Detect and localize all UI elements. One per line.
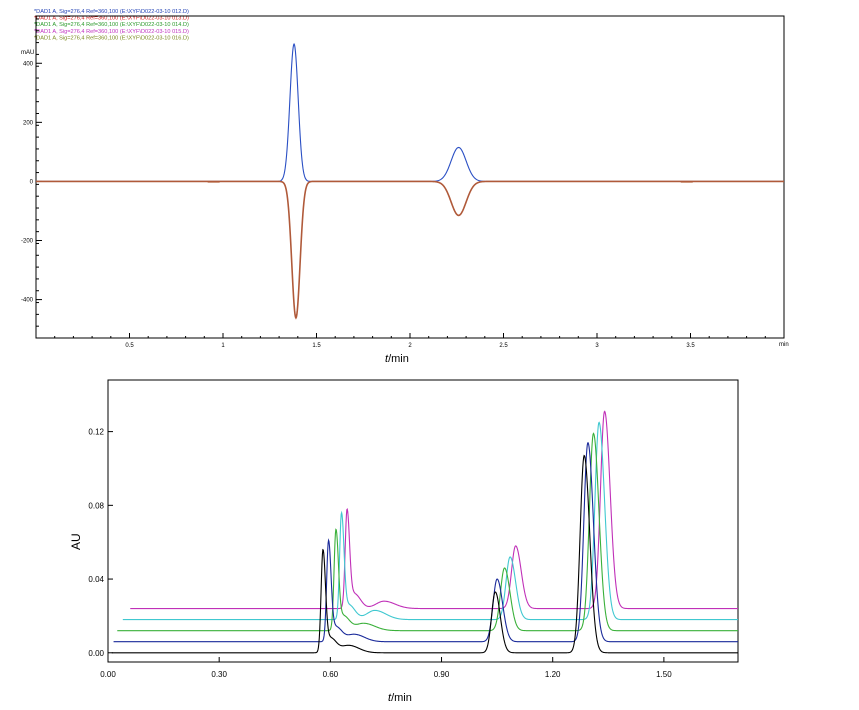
top-legend: *DAD1 A, Sig=276,4 Ref=360,100 (E:\XYF\D…: [34, 9, 189, 41]
top-x-axis-label: t/min: [385, 353, 409, 365]
bottom-y-tick-label: 0.12: [88, 428, 104, 437]
top-chromatogram: *DAD1 A, Sig=276,4 Ref=360,100 (E:\XYF\D…: [21, 9, 789, 365]
bottom-y-tick-label: 0.00: [88, 649, 104, 658]
top-y-tick-label: -400: [21, 298, 34, 304]
bottom-x-tick-label: 0.30: [211, 670, 227, 679]
bottom-series-line: [111, 454, 738, 654]
bottom-x-tick-label: 1.20: [545, 670, 561, 679]
top-legend-entry: *DAD1 A, Sig=276,4 Ref=360,100 (E:\XYF\D…: [34, 16, 189, 22]
top-plot-frame: [35, 15, 785, 339]
top-x-tick-label: 2.5: [499, 343, 508, 349]
bottom-series-line: [122, 421, 738, 621]
bottom-x-axis-label-italic: t: [388, 692, 392, 704]
bottom-y-axis-label: AU: [69, 533, 83, 550]
bottom-plot-area: 0.00 0.04 0.08 0.12 0.00 0.30 0.60 0.90 1.20 1.50: [88, 379, 739, 679]
bottom-x-tick-label: 0.60: [323, 670, 339, 679]
top-x-unit-label: min: [779, 342, 789, 348]
bottom-x-axis-label-rest: /min: [391, 692, 412, 704]
top-legend-entry: *DAD1 A, Sig=276,4 Ref=360,100 (E:\XYF\D…: [34, 22, 189, 28]
top-series-line: [36, 180, 784, 320]
top-y-tick-label: 0: [30, 179, 34, 185]
top-x-axis-label-italic: t: [385, 353, 389, 365]
bottom-y-tick-label: 0.08: [88, 501, 104, 510]
top-y-tick-label: 200: [23, 120, 34, 126]
bottom-series-line: [113, 442, 738, 643]
top-x-axis-label-rest: /min: [388, 353, 409, 365]
bottom-series-line: [130, 410, 738, 610]
top-legend-entry: *DAD1 A, Sig=276,4 Ref=360,100 (E:\XYF\D…: [34, 35, 189, 41]
top-y-tick-label: 400: [23, 61, 34, 67]
bottom-x-axis-label: t/min: [388, 692, 412, 704]
bottom-x-tick-label: 0.00: [100, 670, 116, 679]
top-y-tick-label: -200: [21, 239, 34, 245]
top-x-tick-label: 1.5: [312, 343, 321, 349]
top-x-tick-label: 0.5: [125, 343, 134, 349]
top-plot-area: 400 200 0 -200 -400 0.5 1 1.5 2 2.5 3 3.5: [21, 15, 785, 349]
bottom-series-line: [117, 432, 738, 632]
top-x-tick-label: 2: [408, 343, 412, 349]
top-x-tick-label: 1: [221, 343, 225, 349]
top-legend-entry: *DAD1 A, Sig=276,4 Ref=360,100 (E:\XYF\D…: [34, 9, 189, 15]
bottom-plot-frame: [107, 379, 739, 663]
top-legend-entry: *DAD1 A, Sig=276,4 Ref=360,100 (E:\XYF\D…: [34, 29, 189, 35]
bottom-x-tick-label: 1.50: [656, 670, 672, 679]
top-y-unit-label: mAU: [21, 50, 34, 56]
top-x-tick-label: 3.5: [686, 343, 695, 349]
top-series-line: [36, 42, 784, 182]
bottom-chromatogram: 0.00 0.04 0.08 0.12 0.00 0.30 0.60 0.90 1.20 1.50…: [69, 379, 739, 704]
bottom-x-tick-label: 0.90: [434, 670, 450, 679]
bottom-y-tick-label: 0.04: [88, 575, 104, 584]
top-x-tick-label: 3: [595, 343, 599, 349]
